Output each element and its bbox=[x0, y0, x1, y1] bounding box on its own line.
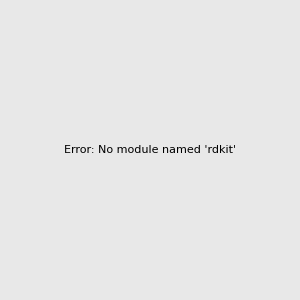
Text: Error: No module named 'rdkit': Error: No module named 'rdkit' bbox=[64, 145, 236, 155]
